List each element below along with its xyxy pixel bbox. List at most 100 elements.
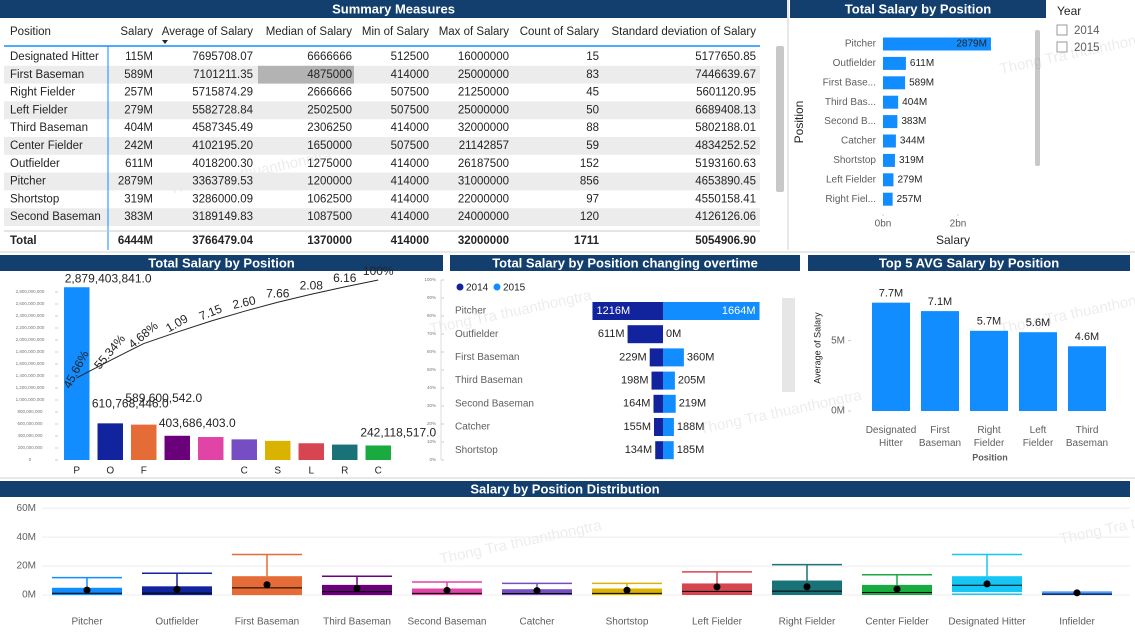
bar (883, 37, 991, 51)
bar (883, 153, 895, 167)
y-tick-label: Pitcher (455, 306, 487, 317)
title-bar (790, 0, 1046, 18)
bar (883, 95, 899, 109)
label-line: Baseman (1066, 438, 1108, 449)
table-cell: 32000000 (458, 122, 509, 134)
table-cell: Third Baseman (10, 122, 88, 134)
data-label: 257M (897, 194, 922, 205)
y-tick-label: 400,000,000 (17, 433, 43, 438)
label-line: Fielder (1023, 438, 1054, 449)
table-cell: 1087500 (307, 211, 352, 223)
total-cell: 6444M (118, 235, 153, 247)
table-cell: 1062500 (307, 193, 352, 205)
table-cell: 2879M (118, 176, 153, 188)
table-cell: 21142857 (459, 140, 509, 152)
y-tick-label: Outfielder (455, 329, 499, 340)
data-label: 134M (625, 444, 653, 456)
x-tick-label: C (375, 466, 382, 477)
x-tick-label: Third Baseman (323, 617, 391, 628)
x-tick-label: First Baseman (235, 617, 299, 628)
table-cell: Right Fielder (10, 87, 75, 99)
table-cell: 4587345.49 (192, 122, 253, 134)
column-header: Standard deviation of Salary (612, 26, 757, 38)
data-label: 611M (598, 328, 625, 340)
data-label: 188M (677, 421, 705, 433)
y-tick-label: 200,000,000 (17, 445, 43, 450)
y-tick-label: 20M (17, 561, 36, 572)
checkbox[interactable] (1056, 41, 1068, 53)
y-tick-label: Right Fiel... (825, 194, 876, 205)
scrollbar[interactable] (782, 298, 795, 392)
bar (164, 435, 190, 460)
line-annotation: 100% (363, 264, 394, 278)
mean (83, 586, 91, 594)
x-tick-label: Third Baseman (1066, 425, 1108, 449)
total-cell: 414000 (391, 235, 429, 247)
x-tick-label: First Baseman (919, 425, 961, 449)
table-cell: 404M (124, 122, 153, 134)
data-label: 2879M (956, 39, 987, 50)
table-cell: 512500 (391, 51, 429, 63)
label-line: Fielder (974, 438, 1005, 449)
y2-tick-label: 50% (427, 367, 436, 372)
bar (883, 76, 906, 90)
table-cell: 31000000 (458, 176, 509, 188)
table-cell: 3189149.83 (192, 211, 253, 223)
x-tick-label: Shortstop (606, 617, 649, 628)
data-label: 7.1M (928, 296, 952, 308)
scrollbar[interactable] (1035, 30, 1040, 166)
table-cell: 414000 (391, 193, 429, 205)
label-line: First (930, 425, 950, 436)
data-label: 164M (623, 398, 651, 410)
y-tick-label: 2,600,000,000 (16, 301, 45, 306)
data-label: 7.7M (879, 288, 903, 300)
bar (97, 423, 123, 460)
table-cell: 319M (124, 193, 153, 205)
mean (893, 585, 901, 593)
bar (883, 192, 893, 206)
title-bar (0, 481, 1130, 497)
table-cell: 25000000 (458, 69, 509, 81)
data-label: 4.6M (1075, 331, 1099, 343)
table-cell: 4102195.20 (192, 140, 253, 152)
sort-arrow (162, 40, 168, 44)
column-header: Average of Salary (162, 26, 253, 38)
y2-tick-label: 0% (429, 457, 436, 462)
x-tick-label: Second Baseman (408, 617, 487, 628)
table-cell: 5715874.29 (192, 87, 253, 99)
x-tick-label: Infielder (1059, 617, 1095, 628)
slicer-option[interactable]: 2014 (1074, 25, 1100, 37)
y-tick-label: 0 (29, 457, 32, 462)
table-cell: 7446639.67 (695, 69, 756, 81)
bar (131, 424, 157, 460)
slicer-option[interactable]: 2015 (1074, 42, 1100, 54)
x-tick-label: L (308, 466, 314, 477)
mean (443, 586, 451, 594)
data-label: 383M (901, 116, 926, 127)
mean (803, 583, 811, 591)
total-cell: 3766479.04 (192, 235, 253, 247)
legend-label: 2015 (503, 283, 526, 294)
table-cell: 3286000.09 (192, 193, 253, 205)
column-header: Min of Salary (362, 26, 429, 38)
table-cell: 611M (125, 158, 153, 170)
y-tick-label: Left Fielder (826, 174, 877, 185)
checkbox[interactable] (1056, 24, 1068, 36)
x-tick-label: O (106, 466, 114, 477)
x-tick-label: Designated Hitter (866, 425, 917, 449)
y-tick-label: Third Baseman (455, 375, 523, 386)
x-tick-label: 0bn (875, 219, 892, 230)
y-tick-label: 0M (831, 406, 845, 417)
scrollbar[interactable] (776, 46, 784, 192)
x-tick-label: Left Fielder (1023, 425, 1054, 449)
table-cell: 4875000 (307, 69, 352, 81)
y2-tick-label: 100% (424, 277, 436, 282)
table-cell: 4126126.06 (695, 211, 756, 223)
table-cell: 6689408.13 (695, 104, 756, 116)
row-band (4, 137, 760, 155)
table-cell: 97 (586, 193, 599, 205)
chart-title: Total Salary by Position (845, 1, 991, 16)
label-line: Right (977, 425, 1001, 436)
y-tick-label: 0M (22, 590, 36, 601)
